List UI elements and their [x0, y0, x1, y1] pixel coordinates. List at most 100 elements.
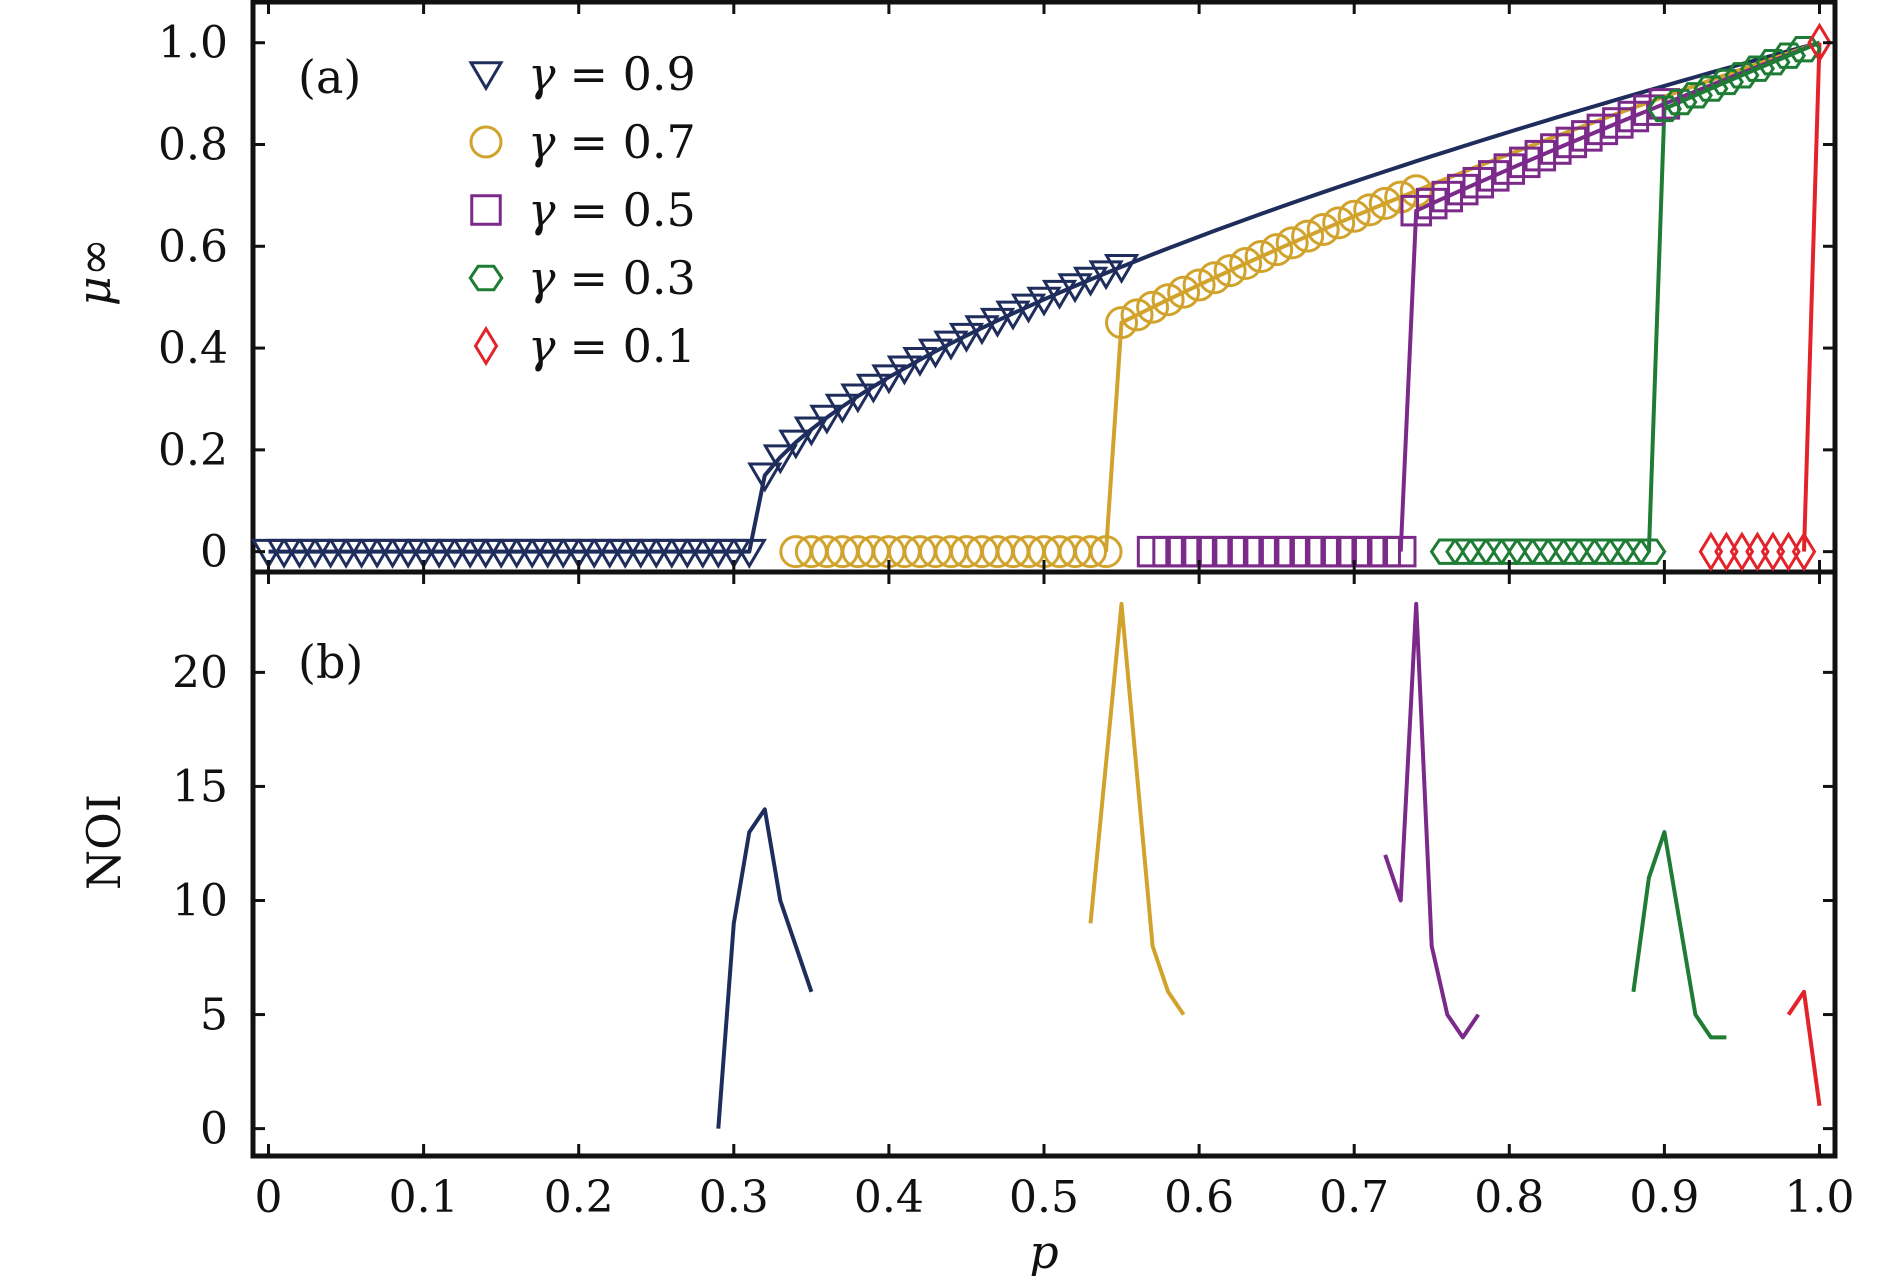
y-tick-label-b-2: 10 [172, 876, 228, 927]
marker-a-0-48 [995, 300, 1031, 331]
series-line-b-1 [1088, 601, 1186, 1016]
legend-marker-4 [473, 325, 499, 367]
y-axis-label-panel-a: μ∞ [67, 238, 121, 306]
series-line-a-4 [1802, 42, 1822, 552]
marker-a-0-42 [902, 346, 938, 377]
marker-a-1-35 [1322, 206, 1356, 240]
marker-a-0-31 [731, 538, 767, 569]
marker-a-3-13 [1631, 538, 1667, 565]
x-tick-label-10: 1.0 [1784, 1172, 1854, 1223]
legend-value-2: = 0.5 [570, 183, 696, 237]
legend-value-4: = 0.1 [570, 319, 696, 373]
panel-b-label: (b) [298, 635, 363, 689]
marker-a-3-22 [1770, 42, 1807, 69]
x-tick-label-0: 0 [255, 1172, 283, 1223]
marker-a-1-33 [1291, 219, 1325, 253]
legend-marker-3 [468, 264, 504, 292]
axis-ticks [253, 2, 1835, 1156]
series-line-b-0 [716, 807, 814, 1129]
marker-a-0-33 [762, 444, 798, 475]
marker-a-1-19 [1074, 535, 1108, 569]
marker-a-1-26 [1182, 268, 1216, 302]
marker-a-1-37 [1353, 193, 1387, 227]
legend: γ = 0.9 γ = 0.7 γ = 0.5 γ = 0.3 γ = 0.1 [468, 47, 696, 373]
x-tick-label-9: 0.9 [1629, 1172, 1699, 1223]
y-tick-label-a-3: 0.6 [158, 221, 228, 272]
legend-gamma-3: γ [528, 251, 556, 305]
series-line-b-4 [1786, 989, 1822, 1107]
marker-a-0-40 [871, 364, 907, 395]
marker-a-3-17 [1693, 75, 1729, 102]
x-axis-label: p [1029, 1225, 1058, 1276]
legend-gamma-2: γ [528, 183, 556, 237]
marker-a-0-43 [917, 338, 954, 369]
marker-a-4-3 [1745, 531, 1770, 572]
marker-a-3-18 [1708, 68, 1744, 96]
marker-a-0-45 [948, 322, 985, 353]
y-tick-label-a-1: 0.2 [158, 425, 228, 476]
marker-a-1-27 [1198, 261, 1232, 295]
marker-a-0-47 [979, 307, 1016, 338]
marker-a-3-20 [1739, 55, 1776, 82]
marker-a-0-37 [824, 393, 860, 424]
marker-a-1-31 [1260, 233, 1294, 267]
marker-a-1-21 [1105, 306, 1139, 340]
marker-a-0-50 [1026, 286, 1062, 317]
marker-a-1-34 [1306, 212, 1340, 246]
marker-a-0-53 [1072, 266, 1109, 297]
legend-label-2: γ = 0.5 [528, 183, 696, 237]
series-line-b-2 [1383, 601, 1480, 1040]
legend-label-3: γ = 0.3 [528, 251, 696, 305]
marker-a-3-14 [1646, 95, 1682, 123]
marker-a-4-2 [1729, 531, 1755, 572]
marker-a-1-38 [1368, 186, 1402, 220]
marker-a-4-4 [1760, 531, 1786, 572]
marker-a-1-32 [1275, 226, 1309, 260]
legend-label-4: γ = 0.1 [528, 319, 696, 373]
y-tick-label-b-1: 5 [200, 990, 228, 1041]
marker-a-0-52 [1057, 273, 1093, 304]
marker-a-0-39 [855, 373, 892, 404]
panel-b-frame [250, 569, 1838, 1159]
marker-a-0-41 [886, 355, 923, 386]
series-line-a-2 [1398, 40, 1821, 552]
panel-a-label: (a) [298, 50, 361, 104]
marker-a-3-16 [1677, 82, 1713, 109]
x-tick-label-6: 0.6 [1164, 1172, 1234, 1223]
x-tick-label-2: 0.2 [544, 1172, 614, 1223]
axis-tick-labels: 0 0.1 0.2 0.3 0.4 0.5 0.6 0.7 0.8 0.9 1.0 0 0.2 0.4 0.… [158, 18, 1854, 1223]
legend-gamma-1: γ [528, 115, 556, 169]
marker-a-1-36 [1337, 199, 1371, 233]
legend-gamma-4: γ [528, 319, 556, 373]
marker-a-0-32 [747, 462, 783, 493]
marker-a-1-28 [1213, 254, 1247, 288]
y-axis-label-panel-b: NOI [77, 794, 131, 890]
marker-a-1-23 [1136, 290, 1170, 324]
marker-a-0-34 [778, 429, 814, 460]
marker-a-1-25 [1167, 275, 1201, 309]
panel-a-markers [250, 22, 1832, 572]
legend-label-1: γ = 0.7 [528, 115, 696, 169]
marker-a-1-30 [1244, 240, 1278, 274]
marker-a-2-33 [1648, 88, 1681, 120]
x-tick-label-5: 0.5 [1009, 1172, 1079, 1223]
y-tick-label-b-4: 20 [172, 647, 228, 698]
series-line-a-1 [1104, 40, 1821, 552]
x-tick-label-1: 0.1 [389, 1172, 459, 1223]
marker-a-4-1 [1714, 531, 1739, 572]
y-tick-label-a-4: 0.8 [158, 120, 228, 171]
marker-a-0-35 [793, 416, 829, 447]
marker-a-0-36 [809, 404, 845, 435]
marker-a-0-38 [840, 383, 876, 414]
marker-a-0-55 [1103, 254, 1140, 284]
marker-a-4-0 [1698, 531, 1724, 572]
marker-a-1-22 [1120, 298, 1154, 332]
x-tick-label-7: 0.7 [1319, 1172, 1389, 1223]
marker-a-0-44 [933, 330, 969, 361]
x-tick-label-3: 0.3 [699, 1172, 769, 1223]
marker-a-0-49 [1010, 293, 1047, 324]
marker-a-1-24 [1151, 283, 1185, 317]
legend-gamma-0: γ [528, 47, 556, 101]
legend-marker-0 [468, 61, 504, 92]
